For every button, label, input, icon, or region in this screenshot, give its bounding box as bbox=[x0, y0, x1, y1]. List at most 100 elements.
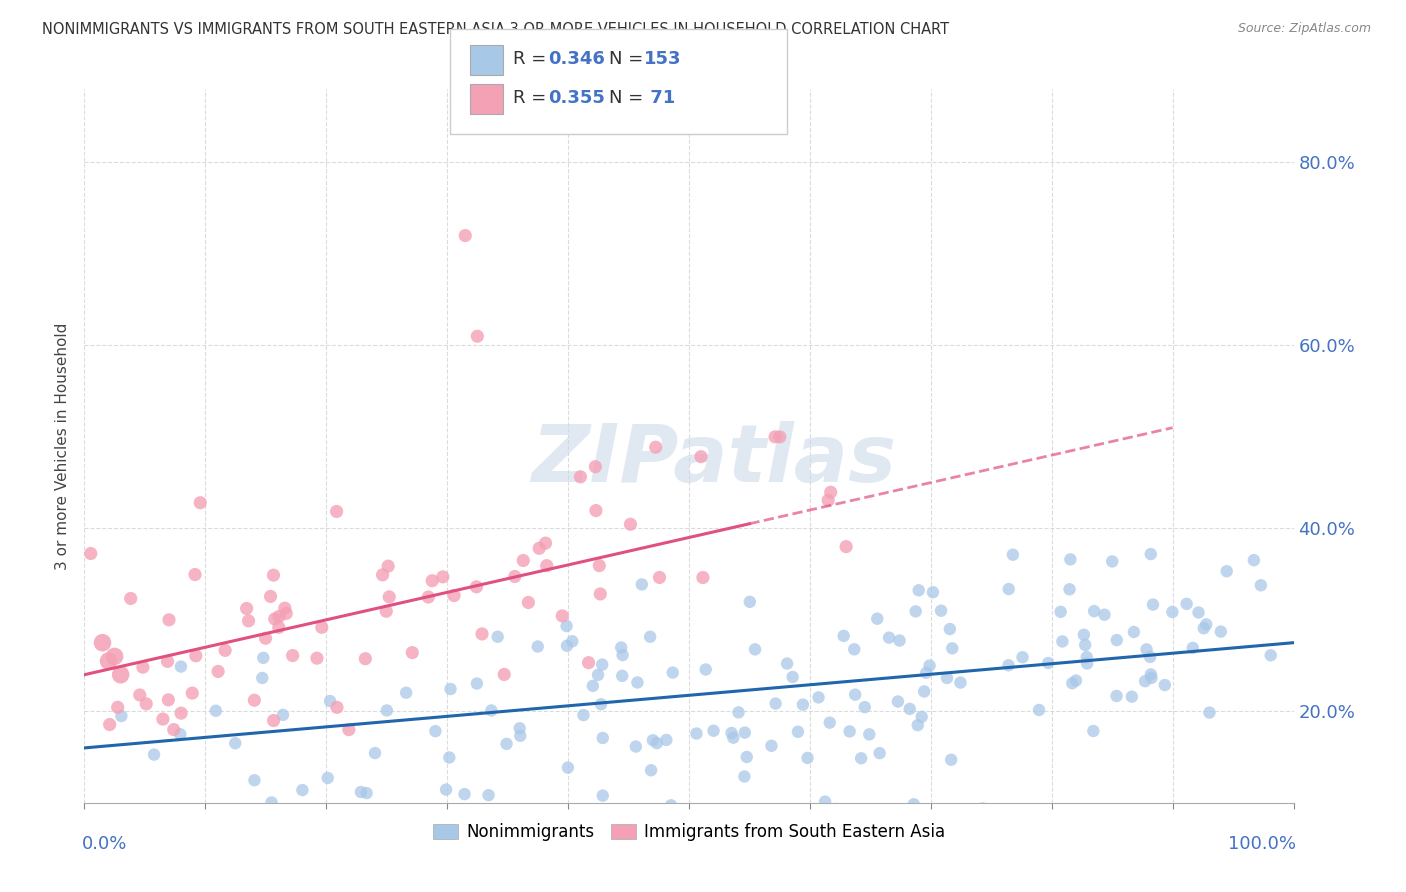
Point bbox=[626, 675, 648, 690]
Point bbox=[188, 496, 211, 510]
Point bbox=[325, 504, 347, 518]
Point bbox=[733, 769, 755, 783]
Point bbox=[271, 707, 294, 722]
Point bbox=[624, 739, 647, 754]
Point bbox=[170, 659, 193, 673]
Point bbox=[364, 746, 387, 760]
Point bbox=[907, 718, 929, 732]
Point bbox=[434, 782, 457, 797]
Point bbox=[782, 670, 804, 684]
Point bbox=[887, 694, 910, 708]
Point bbox=[818, 715, 841, 730]
Point bbox=[820, 485, 842, 500]
Point bbox=[259, 590, 281, 604]
Y-axis label: 3 or more Vehicles in Household: 3 or more Vehicles in Household bbox=[55, 322, 70, 570]
Point bbox=[326, 700, 349, 714]
Point bbox=[534, 536, 557, 550]
Point bbox=[432, 570, 454, 584]
Point bbox=[918, 658, 941, 673]
Point bbox=[612, 669, 634, 683]
Point bbox=[395, 686, 418, 700]
Text: NONIMMIGRANTS VS IMMIGRANTS FROM SOUTH EASTERN ASIA 3 OR MORE VEHICLES IN HOUSEH: NONIMMIGRANTS VS IMMIGRANTS FROM SOUTH E… bbox=[42, 22, 949, 37]
Legend: Nonimmigrants, Immigrants from South Eastern Asia: Nonimmigrants, Immigrants from South Eas… bbox=[426, 817, 952, 848]
Point bbox=[898, 702, 921, 716]
Point bbox=[844, 642, 866, 657]
Point bbox=[911, 710, 934, 724]
Point bbox=[420, 574, 443, 588]
Point bbox=[170, 706, 193, 720]
Point bbox=[630, 577, 652, 591]
Point bbox=[1105, 689, 1128, 703]
Point bbox=[263, 568, 285, 582]
Point bbox=[454, 228, 477, 243]
Point bbox=[1052, 634, 1074, 648]
Point bbox=[467, 329, 489, 343]
Point bbox=[585, 503, 607, 517]
Point bbox=[1140, 671, 1163, 685]
Text: R =: R = bbox=[513, 50, 553, 68]
Point bbox=[1105, 633, 1128, 648]
Point bbox=[592, 731, 614, 745]
Point bbox=[375, 703, 398, 717]
Point bbox=[1142, 598, 1164, 612]
Point bbox=[1094, 607, 1116, 622]
Point bbox=[645, 736, 668, 750]
Point bbox=[354, 651, 377, 665]
Point bbox=[319, 694, 342, 708]
Point bbox=[1139, 547, 1161, 561]
Point bbox=[735, 750, 758, 764]
Point bbox=[695, 663, 717, 677]
Point bbox=[439, 750, 461, 764]
Point bbox=[720, 726, 742, 740]
Point bbox=[723, 731, 745, 745]
Point bbox=[557, 761, 579, 775]
Point bbox=[838, 724, 860, 739]
Point bbox=[128, 688, 150, 702]
Point bbox=[1122, 625, 1144, 640]
Point bbox=[858, 727, 880, 741]
Point bbox=[132, 660, 155, 674]
Point bbox=[418, 590, 440, 604]
Point bbox=[1001, 548, 1024, 562]
Point bbox=[648, 570, 671, 584]
Point bbox=[205, 704, 228, 718]
Point bbox=[1135, 642, 1157, 657]
Point bbox=[425, 724, 447, 739]
Point bbox=[949, 675, 972, 690]
Point bbox=[792, 698, 814, 712]
Point bbox=[243, 693, 266, 707]
Point bbox=[1192, 621, 1215, 635]
Point bbox=[274, 601, 297, 615]
Point bbox=[588, 558, 610, 573]
Point bbox=[763, 430, 786, 444]
Point bbox=[835, 540, 858, 554]
Point bbox=[832, 629, 855, 643]
Point bbox=[1260, 648, 1282, 663]
Point bbox=[1215, 564, 1237, 578]
Text: 153: 153 bbox=[644, 50, 682, 68]
Text: N =: N = bbox=[609, 89, 648, 107]
Point bbox=[252, 671, 274, 685]
Point bbox=[1038, 656, 1060, 670]
Point bbox=[1076, 657, 1098, 671]
Point bbox=[572, 708, 595, 723]
Point bbox=[465, 676, 488, 690]
Point bbox=[997, 658, 1019, 673]
Point bbox=[817, 493, 839, 508]
Point bbox=[744, 642, 766, 657]
Text: R =: R = bbox=[513, 89, 553, 107]
Point bbox=[356, 786, 378, 800]
Point bbox=[1161, 605, 1184, 619]
Point bbox=[844, 688, 866, 702]
Point bbox=[939, 622, 962, 636]
Point bbox=[536, 558, 558, 573]
Point bbox=[929, 604, 952, 618]
Point bbox=[184, 648, 207, 663]
Point bbox=[1083, 724, 1105, 739]
Point bbox=[371, 567, 394, 582]
Point bbox=[97, 654, 120, 668]
Point bbox=[143, 747, 166, 762]
Point bbox=[1101, 554, 1123, 568]
Point bbox=[110, 667, 132, 681]
Point bbox=[1059, 582, 1081, 597]
